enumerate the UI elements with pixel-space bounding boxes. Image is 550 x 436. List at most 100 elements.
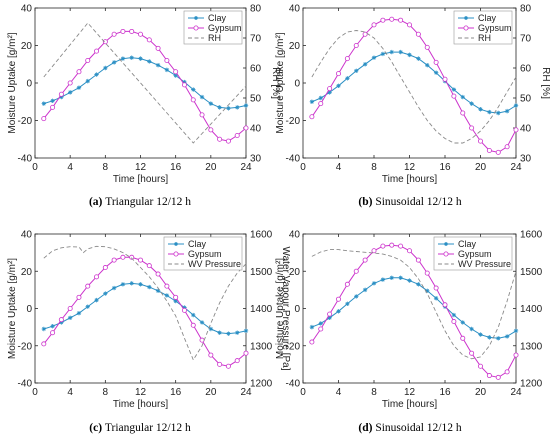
y-tick-label: 0 xyxy=(26,79,32,90)
data-point xyxy=(58,317,64,323)
data-point xyxy=(513,127,519,133)
legend-label: Clay xyxy=(478,13,497,23)
x-tick-label: 0 xyxy=(32,387,38,398)
legend-label: WV Pressure xyxy=(458,259,511,269)
panel-caption: (d) Sinusoidal 12/12 h xyxy=(358,422,461,434)
data-point xyxy=(425,62,430,68)
data-point xyxy=(424,44,430,50)
data-point xyxy=(406,248,412,254)
data-point xyxy=(129,55,134,60)
x-tick-label: 12 xyxy=(135,162,147,173)
data-point xyxy=(164,283,170,289)
data-point xyxy=(164,293,170,298)
data-point xyxy=(371,22,377,28)
legend-marker xyxy=(193,25,199,31)
data-point xyxy=(111,60,117,65)
x-tick-label: 16 xyxy=(439,387,451,398)
data-point xyxy=(111,285,117,291)
data-point xyxy=(487,335,492,340)
data-point xyxy=(504,144,510,150)
y-tick-label: -20 xyxy=(18,341,33,352)
data-point xyxy=(182,79,187,85)
panel-caption: (a) Triangular 12/12 h xyxy=(89,196,191,208)
data-point xyxy=(477,363,483,369)
legend-label: RH xyxy=(478,33,491,43)
data-point xyxy=(353,268,359,274)
data-point xyxy=(353,43,359,49)
data-point xyxy=(504,108,510,114)
x-tick-label: 8 xyxy=(103,387,109,398)
x-tick-label: 12 xyxy=(404,162,416,173)
data-point xyxy=(469,350,475,356)
data-point xyxy=(336,309,341,314)
data-point xyxy=(138,56,143,61)
series-gypsum xyxy=(41,28,249,144)
data-point xyxy=(164,67,170,73)
data-point xyxy=(191,87,196,92)
data-point xyxy=(495,374,501,380)
data-point xyxy=(469,101,474,106)
data-point xyxy=(486,373,492,379)
x-tick-label: 0 xyxy=(32,162,38,173)
data-point xyxy=(371,281,377,286)
legend-label: Clay xyxy=(208,13,227,23)
legend-marker xyxy=(463,25,469,31)
data-point xyxy=(155,45,161,51)
x-tick-label: 8 xyxy=(371,387,377,398)
data-point xyxy=(362,257,368,263)
legend-label: Gypsum xyxy=(188,249,222,259)
data-point xyxy=(380,243,386,249)
data-point xyxy=(389,49,394,55)
y2-axis-label: Water Vapour Pressure [Pa] xyxy=(280,247,291,371)
data-point xyxy=(129,281,134,286)
data-point xyxy=(327,90,332,95)
data-point xyxy=(208,127,214,133)
legend-label: Clay xyxy=(188,239,207,249)
y2-tick-label: 40 xyxy=(250,124,262,135)
data-point xyxy=(137,31,143,37)
data-point xyxy=(155,288,161,294)
data-point xyxy=(442,76,448,82)
data-point xyxy=(243,103,249,108)
data-point xyxy=(309,114,315,120)
data-point xyxy=(173,294,179,300)
data-point xyxy=(137,257,143,263)
chart-panel-4: 0 4 8 12 16 20 24 -40 -20 0 20 40 1200 1300 1400 1500 16… xyxy=(275,230,543,435)
data-point xyxy=(327,311,333,317)
data-point xyxy=(67,315,73,321)
data-point xyxy=(309,324,315,330)
series-gypsum xyxy=(41,254,249,369)
data-point xyxy=(243,328,249,334)
data-point xyxy=(190,322,196,328)
data-point xyxy=(335,296,341,302)
data-point xyxy=(371,248,377,254)
y2-tick-label: 1200 xyxy=(250,379,273,390)
y2-tick-label: 1500 xyxy=(250,267,273,278)
data-point xyxy=(433,59,439,65)
y-tick-label: -40 xyxy=(286,154,301,165)
data-point xyxy=(425,288,430,294)
data-point xyxy=(147,284,152,290)
data-point xyxy=(336,83,341,89)
series-clay xyxy=(309,275,519,341)
series-line xyxy=(43,22,247,144)
data-point xyxy=(182,305,187,310)
data-point xyxy=(235,330,240,335)
legend-label: RH xyxy=(208,33,221,43)
y-tick-label: 20 xyxy=(289,41,301,52)
data-point xyxy=(155,62,161,68)
caption-text: Sinusoidal 12/12 h xyxy=(375,196,462,208)
data-point xyxy=(103,65,108,71)
data-point xyxy=(103,291,108,296)
data-point xyxy=(129,254,135,260)
data-point xyxy=(129,28,135,34)
chart-panel-2: 0 4 8 12 16 20 24 -40 -20 0 20 40 30 40 50 60 70 80 Time [… xyxy=(275,4,550,209)
data-point xyxy=(389,275,394,280)
legend-label: Clay xyxy=(458,239,477,249)
y-axis-label: Moisture Uptake [g/m²] xyxy=(275,258,286,359)
x-tick-label: 20 xyxy=(475,387,487,398)
data-point xyxy=(102,39,108,45)
data-point xyxy=(380,277,386,282)
data-point xyxy=(217,105,222,110)
